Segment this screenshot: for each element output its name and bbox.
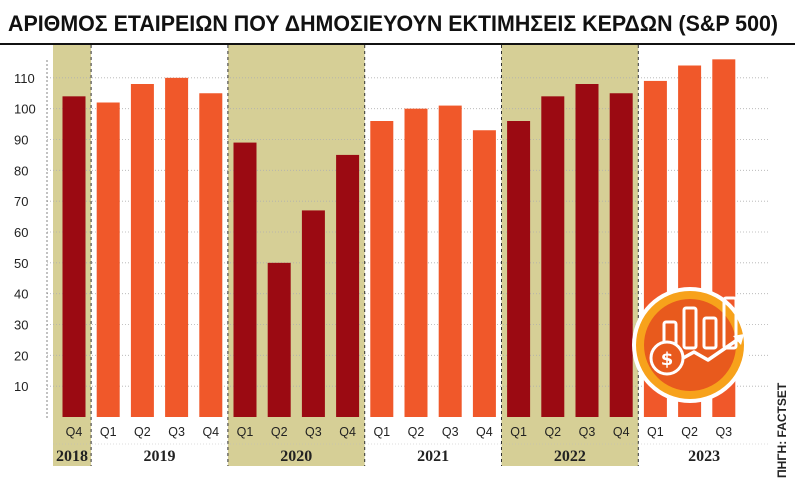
year-label: 2021 <box>417 448 449 465</box>
growth-chart-coin-icon: $ <box>632 287 748 403</box>
bar-2020-q1 <box>233 142 257 418</box>
icon-bar <box>682 306 698 350</box>
bar-2019-q4 <box>199 93 223 417</box>
bar-2020-q2 <box>267 262 291 417</box>
x-tick-label: Q1 <box>100 425 117 439</box>
x-tick-label: Q2 <box>408 425 425 439</box>
bar-2020-q4 <box>336 154 360 417</box>
y-axis-ticks: 10 20 30 40 50 60 70 80 90 100 110 <box>14 71 36 394</box>
x-tick-label: Q3 <box>305 425 322 439</box>
x-tick-label: Q3 <box>168 425 185 439</box>
x-tick-label: Q2 <box>544 425 561 439</box>
bar-2021-q4 <box>472 130 496 417</box>
y-tick-label: 100 <box>14 102 36 117</box>
icon-arrowhead <box>733 334 744 345</box>
x-tick-label: Q2 <box>271 425 288 439</box>
source-label: ΠΗΓΗ: FACTSET <box>775 382 789 478</box>
y-tick-label: 30 <box>14 318 28 333</box>
x-tick-label: Q3 <box>442 425 459 439</box>
bar-2022-q1 <box>507 121 531 417</box>
bar-2019-q2 <box>130 84 154 417</box>
bar-2021-q2 <box>404 108 428 418</box>
year-label: 2018 <box>56 448 88 465</box>
y-tick-label: 40 <box>14 287 28 302</box>
bar-2019-q3 <box>165 77 189 417</box>
dollar-icon: $ <box>661 349 674 370</box>
x-tick-label: Q1 <box>510 425 527 439</box>
y-tick-label: 50 <box>14 256 28 271</box>
bar-2020-q3 <box>301 210 325 417</box>
x-tick-label: Q3 <box>579 425 596 439</box>
x-tick-label: Q1 <box>237 425 254 439</box>
bar-2021-q1 <box>370 121 394 417</box>
bar-2022-q3 <box>575 84 599 417</box>
year-label: 2019 <box>144 448 176 465</box>
y-tick-label: 70 <box>14 194 28 209</box>
x-tick-label: Q4 <box>613 425 630 439</box>
quarter-labels: Q4 Q1 Q2 Q3 Q4 Q1 Q2 Q3 Q4 Q1 Q2 Q3 Q4 Q1 Q2 Q3 Q4 Q1 Q2 Q3 <box>53 425 770 445</box>
bars <box>62 59 736 418</box>
chart-title: ΑΡΙΘΜΟΣ ΕΤΑΙΡΕΙΩΝ ΠΟΥ ΔΗΜΟΣΙΕΥΟΥΝ ΕΚΤΙΜΗ… <box>8 11 778 36</box>
y-tick-label: 20 <box>14 348 28 363</box>
bar-2019-q1 <box>96 102 120 417</box>
y-tick-label: 60 <box>14 225 28 240</box>
x-tick-label: Q3 <box>715 425 732 439</box>
x-tick-label: Q2 <box>134 425 151 439</box>
icon-bar <box>702 316 718 350</box>
x-tick-label: Q4 <box>476 425 493 439</box>
bar-2018-q4 <box>62 96 86 417</box>
x-tick-label: Q4 <box>202 425 219 439</box>
year-label: 2020 <box>280 448 312 465</box>
x-tick-label: Q1 <box>373 425 390 439</box>
bar-2021-q3 <box>438 105 462 417</box>
year-label: 2023 <box>688 448 720 465</box>
bar-2022-q4 <box>609 93 633 417</box>
icon-bar <box>722 296 738 350</box>
icon-coin <box>649 340 685 376</box>
x-tick-label: Q1 <box>647 425 664 439</box>
bar-2022-q2 <box>541 96 565 417</box>
x-tick-label: Q4 <box>339 425 356 439</box>
x-tick-label: Q4 <box>66 425 83 439</box>
year-label: 2022 <box>554 448 586 465</box>
y-tick-label: 90 <box>14 133 28 148</box>
y-tick-label: 110 <box>14 71 35 86</box>
y-tick-label: 80 <box>14 163 28 178</box>
x-tick-label: Q2 <box>681 425 698 439</box>
icon-arrow <box>674 336 742 364</box>
year-dividers <box>90 45 639 466</box>
y-tick-label: 10 <box>14 379 28 394</box>
year-labels: 2018 2019 2020 2021 2022 2023 <box>56 448 720 465</box>
